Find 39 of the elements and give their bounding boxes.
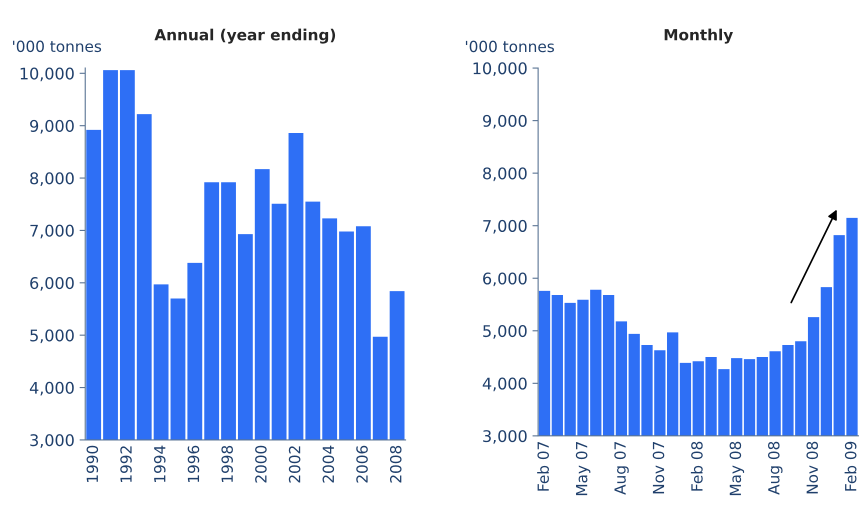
y-tick-label: 4,000 bbox=[30, 382, 74, 396]
x-tick-label: Feb 08 bbox=[690, 442, 703, 491]
y-tick-label: 3,000 bbox=[30, 434, 74, 448]
x-tick-label: May 08 bbox=[730, 442, 744, 496]
x-tick-label: Nov 07 bbox=[652, 442, 664, 494]
y-tick-label: 5,000 bbox=[483, 324, 527, 339]
y-tick-label: 9,000 bbox=[30, 120, 74, 134]
y-tick-label: 6,000 bbox=[483, 272, 527, 286]
x-tick-label: 1994 bbox=[154, 446, 166, 482]
x-tick-label: 2000 bbox=[255, 446, 267, 483]
y-tick-label: 3,000 bbox=[483, 430, 527, 444]
x-tick-label: 1998 bbox=[221, 446, 233, 482]
x-tick-label: 2004 bbox=[322, 446, 334, 483]
x-tick-label: Feb 09 bbox=[844, 442, 856, 491]
y-tick-label: 4,000 bbox=[482, 378, 527, 392]
y-tick-label: 5,000 bbox=[30, 329, 74, 344]
x-tick-label: 1990 bbox=[86, 446, 98, 482]
y-axis-title: '000 tonnes bbox=[466, 40, 554, 52]
y-tick-label: 9,000 bbox=[482, 114, 527, 129]
x-tick-label: 2008 bbox=[390, 446, 402, 483]
x-tick-label: Aug 07 bbox=[614, 442, 629, 495]
y-tick-label: 10,000 bbox=[20, 68, 74, 82]
y-tick-label: 7,000 bbox=[30, 224, 74, 238]
chart-title: Monthly bbox=[664, 28, 733, 44]
y-tick-label: 6,000 bbox=[30, 277, 74, 291]
y-tick-label: 8,000 bbox=[483, 167, 527, 182]
x-tick-label: Nov 08 bbox=[806, 442, 818, 494]
x-tick-label: 1996 bbox=[188, 446, 200, 482]
x-tick-label: May 07 bbox=[576, 442, 590, 496]
x-tick-label: Aug 08 bbox=[768, 442, 783, 495]
y-axis-title: '000 tonnes bbox=[13, 40, 102, 52]
chart-title: Annual (year ending) bbox=[154, 28, 336, 44]
x-tick-label: 2002 bbox=[288, 446, 300, 483]
y-tick-label: 7,000 bbox=[483, 220, 527, 234]
y-tick-label: 10,000 bbox=[474, 62, 527, 76]
x-tick-label: 2006 bbox=[356, 446, 368, 483]
x-tick-label: Feb 07 bbox=[537, 442, 549, 491]
y-tick-label: 8,000 bbox=[30, 172, 74, 186]
x-tick-label: 1992 bbox=[120, 446, 132, 482]
